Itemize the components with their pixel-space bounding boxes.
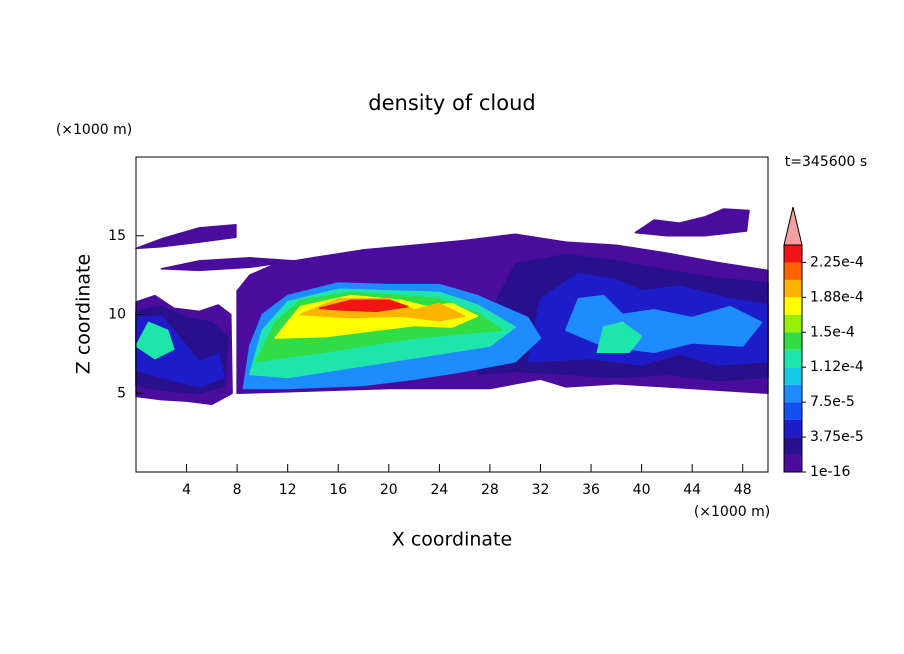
colorbar-band bbox=[784, 279, 802, 298]
colorbar-tick-label: 1.88e-4 bbox=[810, 289, 864, 305]
colorbar-over bbox=[783, 206, 803, 246]
chart-title: density of cloud bbox=[368, 91, 535, 115]
colorbar-band bbox=[784, 349, 802, 368]
colorbar-tick-label: 7.5e-5 bbox=[810, 394, 855, 410]
colorbar-band bbox=[784, 314, 802, 333]
x-tick-label: 28 bbox=[481, 482, 499, 498]
y-tick-label: 5 bbox=[117, 385, 126, 401]
colorbar-tick-label: 3.75e-5 bbox=[810, 429, 864, 445]
colorbar-band bbox=[784, 384, 802, 403]
colorbar-band bbox=[784, 332, 802, 350]
colorbar-tick-label: 1e-16 bbox=[810, 464, 850, 480]
x-tick-label: 36 bbox=[582, 482, 600, 498]
contour-region bbox=[160, 257, 295, 272]
y-axis-label: Z coordinate bbox=[73, 254, 95, 374]
x-unit: (×1000 m) bbox=[694, 504, 770, 520]
colorbar-frame bbox=[783, 244, 803, 473]
x-tick-label: 16 bbox=[329, 482, 347, 498]
x-tick-label: 32 bbox=[532, 482, 550, 498]
contour-region bbox=[318, 299, 409, 313]
colorbar-band bbox=[784, 419, 802, 438]
x-tick-label: 44 bbox=[683, 482, 701, 498]
y-tick-label: 10 bbox=[108, 307, 126, 323]
x-tick-label: 8 bbox=[233, 482, 242, 498]
colorbar-band bbox=[784, 262, 802, 280]
x-tick-label: 4 bbox=[182, 482, 191, 498]
x-tick-label: 12 bbox=[279, 482, 297, 498]
x-tick-label: 40 bbox=[633, 482, 651, 498]
contour-region bbox=[135, 223, 237, 250]
colorbar-band bbox=[784, 454, 802, 472]
colorbar-tick-label: 2.25e-4 bbox=[810, 254, 864, 270]
x-tick-label: 20 bbox=[380, 482, 398, 498]
colorbar-band bbox=[784, 437, 802, 455]
contour-region bbox=[596, 321, 643, 354]
x-axis-label: X coordinate bbox=[392, 529, 512, 551]
x-tick-label: 48 bbox=[734, 482, 752, 498]
colorbar-band bbox=[784, 297, 802, 315]
colorbar-tick-label: 1.5e-4 bbox=[810, 324, 855, 340]
colorbar-band bbox=[784, 367, 802, 385]
colorbar-band bbox=[784, 402, 802, 420]
contour-region bbox=[634, 208, 750, 237]
colorbar-tick-label: 1.12e-4 bbox=[810, 359, 864, 375]
colorbar-band bbox=[784, 245, 802, 263]
contour-region bbox=[135, 321, 175, 360]
y-tick-label: 15 bbox=[108, 228, 126, 244]
y-unit: (×1000 m) bbox=[56, 122, 132, 138]
annotation: t=345600 s bbox=[785, 154, 867, 170]
x-tick-label: 24 bbox=[430, 482, 448, 498]
